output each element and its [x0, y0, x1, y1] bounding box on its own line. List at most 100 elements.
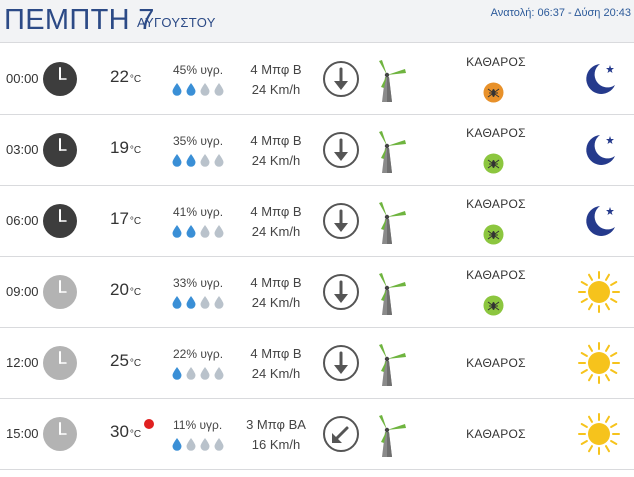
temperature-value: 17 — [110, 209, 129, 228]
wind-beaufort: 4 Μπφ Β — [250, 62, 302, 77]
humidity-drop-icon — [185, 153, 197, 167]
wind-speed: 24 Km/h — [251, 153, 301, 168]
wind-speed: 16 Km/h — [251, 437, 301, 452]
forecast-row: 12:00 25°C 22% υγρ. 4 Μπφ Β 24 Km/h ΚΑΘΑ… — [0, 328, 634, 399]
humidity-drop-icon — [213, 82, 225, 96]
humidity-drop-icon — [199, 366, 211, 380]
day-header: ΠΕΜΠΤΗ 7 ΑΥΓΟΥΣΤΟΥ Ανατολή: 06:37 - Δύση… — [0, 0, 634, 43]
clock-day-icon — [42, 345, 78, 381]
humidity-drops — [171, 366, 225, 380]
month-label: ΑΥΓΟΥΣΤΟΥ — [137, 15, 216, 30]
wind-turbine-icon — [375, 57, 409, 103]
humidity-drop-icon — [171, 295, 183, 309]
mosquito-icon — [483, 295, 504, 316]
sky-condition: ΚΑΘΑΡΟΣ — [466, 268, 526, 282]
forecast-row: 06:00 17°C 41% υγρ. 4 Μπφ Β 24 Km/h ΚΑΘΑ… — [0, 186, 634, 257]
humidity-drop-icon — [171, 366, 183, 380]
humidity-drops — [171, 224, 225, 238]
clock-night-icon — [42, 203, 78, 239]
temperature-unit: °C — [129, 358, 142, 369]
temperature-unit: °C — [129, 287, 142, 298]
day-title: ΠΕΜΠΤΗ 7 — [4, 4, 155, 36]
wind-speed: 24 Km/h — [251, 224, 301, 239]
temperature-unit: °C — [129, 145, 142, 156]
sky-condition: ΚΑΘΑΡΟΣ — [466, 427, 526, 441]
humidity-drop-icon — [213, 295, 225, 309]
sun-icon — [578, 271, 620, 313]
humidity-value: 41% υγρ. — [173, 205, 224, 219]
humidity-drop-icon — [171, 437, 183, 451]
forecast-row: 15:00 30°C 11% υγρ. 3 Μπφ ΒΑ 16 Km/h ΚΑΘ… — [0, 399, 634, 470]
arrow-down-icon — [322, 202, 360, 240]
wind-turbine-icon — [375, 199, 409, 245]
temperature-value: 30 — [110, 422, 129, 441]
arrow-down-icon — [322, 60, 360, 98]
sun-icon — [578, 342, 620, 384]
wind-beaufort: 4 Μπφ Β — [250, 204, 302, 219]
sunrise-sunset: Ανατολή: 06:37 - Δύση 20:43 — [490, 7, 631, 19]
wind-turbine-icon — [375, 270, 409, 316]
wind-beaufort: 3 Μπφ ΒΑ — [246, 417, 306, 432]
sky-condition: ΚΑΘΑΡΟΣ — [466, 55, 526, 69]
arrow-down-icon — [322, 344, 360, 382]
temperature: 22°C — [110, 67, 141, 87]
humidity-value: 11% υγρ. — [173, 418, 223, 432]
humidity-value: 45% υγρ. — [173, 63, 224, 77]
humidity-drop-icon — [213, 224, 225, 238]
wind-speed: 24 Km/h — [251, 82, 301, 97]
humidity-drop-icon — [171, 153, 183, 167]
clock-day-icon — [42, 416, 78, 452]
mosquito-icon — [483, 153, 504, 174]
arrow-down-left-icon — [322, 415, 360, 453]
forecast-row: 09:00 20°C 33% υγρ. 4 Μπφ Β 24 Km/h ΚΑΘΑ… — [0, 257, 634, 328]
moon-icon — [578, 129, 620, 171]
sky-condition: ΚΑΘΑΡΟΣ — [466, 197, 526, 211]
humidity-drop-icon — [171, 224, 183, 238]
temperature-value: 25 — [110, 351, 129, 370]
forecast-row: 00:00 22°C 45% υγρ. 4 Μπφ Β 24 Km/h ΚΑΘΑ… — [0, 44, 634, 115]
wind-beaufort: 4 Μπφ Β — [250, 275, 302, 290]
heat-alert-dot — [144, 419, 154, 429]
humidity-drop-icon — [185, 224, 197, 238]
sky-condition: ΚΑΘΑΡΟΣ — [466, 356, 526, 370]
humidity-drops — [171, 437, 225, 451]
forecast-time: 12:00 — [6, 355, 39, 370]
humidity-drop-icon — [199, 224, 211, 238]
mosquito-icon — [483, 82, 504, 103]
sun-icon — [578, 413, 620, 455]
humidity-drop-icon — [199, 295, 211, 309]
humidity-drop-icon — [213, 153, 225, 167]
temperature-unit: °C — [129, 74, 142, 85]
mosquito-icon — [483, 224, 504, 245]
humidity-drop-icon — [199, 153, 211, 167]
temperature: 25°C — [110, 351, 141, 371]
forecast-table: 00:00 22°C 45% υγρ. 4 Μπφ Β 24 Km/h ΚΑΘΑ… — [0, 44, 634, 470]
forecast-time: 15:00 — [6, 426, 39, 441]
temperature: 30°C — [110, 422, 141, 442]
forecast-time: 00:00 — [6, 71, 39, 86]
humidity-value: 33% υγρ. — [173, 276, 224, 290]
humidity-drops — [171, 82, 225, 96]
wind-turbine-icon — [375, 341, 409, 387]
temperature-unit: °C — [129, 216, 142, 227]
wind-beaufort: 4 Μπφ Β — [250, 346, 302, 361]
arrow-down-icon — [322, 131, 360, 169]
temperature: 17°C — [110, 209, 141, 229]
wind-beaufort: 4 Μπφ Β — [250, 133, 302, 148]
humidity-value: 35% υγρ. — [173, 134, 224, 148]
forecast-time: 09:00 — [6, 284, 39, 299]
forecast-row: 03:00 19°C 35% υγρ. 4 Μπφ Β 24 Km/h ΚΑΘΑ… — [0, 115, 634, 186]
wind-speed: 24 Km/h — [251, 295, 301, 310]
forecast-time: 06:00 — [6, 213, 39, 228]
temperature-value: 20 — [110, 280, 129, 299]
humidity-drop-icon — [171, 82, 183, 96]
wind-speed: 24 Km/h — [251, 366, 301, 381]
moon-icon — [578, 200, 620, 242]
clock-night-icon — [42, 61, 78, 97]
clock-day-icon — [42, 274, 78, 310]
humidity-drop-icon — [185, 366, 197, 380]
humidity-drops — [171, 153, 225, 167]
moon-icon — [578, 58, 620, 100]
sky-condition: ΚΑΘΑΡΟΣ — [466, 126, 526, 140]
forecast-time: 03:00 — [6, 142, 39, 157]
